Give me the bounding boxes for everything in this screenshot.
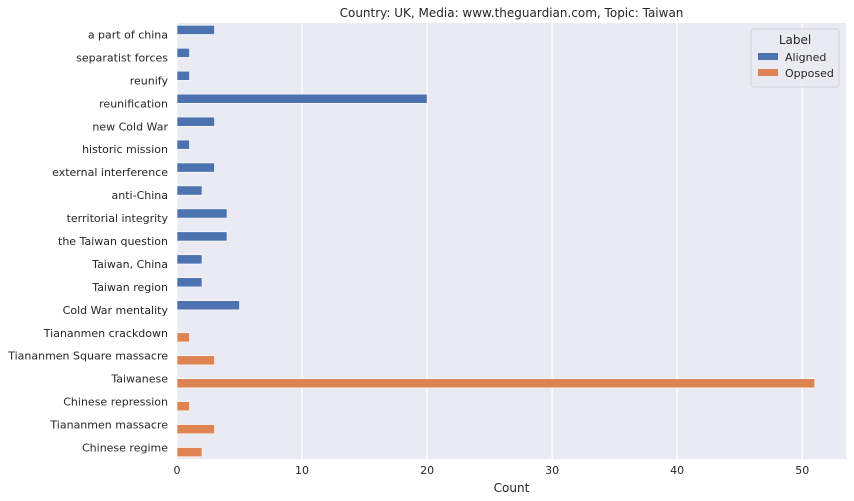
y-tick-label: reunification (99, 97, 168, 110)
x-tick-label: 10 (295, 464, 309, 477)
bar-aligned (176, 24, 215, 35)
plot-background (177, 23, 846, 459)
bar-opposed (176, 332, 190, 343)
y-tick-label: Chinese repression (63, 396, 168, 409)
legend-label-aligned: Aligned (785, 51, 826, 64)
x-tick-labels: 0 10 20 30 40 50 (174, 464, 810, 477)
y-tick-label: historic mission (82, 143, 168, 156)
x-tick-label: 40 (670, 464, 684, 477)
legend-swatch-opposed (758, 69, 778, 76)
bar-aligned (176, 231, 228, 242)
y-tick-label: anti-China (112, 189, 168, 202)
bar-aligned (176, 185, 203, 196)
legend-swatch-aligned (758, 53, 778, 60)
y-tick-label: reunify (130, 74, 169, 87)
y-tick-label: new Cold War (92, 120, 168, 133)
bar-aligned (176, 93, 428, 104)
bar-aligned (176, 70, 190, 81)
y-tick-label: Taiwan region (91, 281, 168, 294)
y-tick-label: separatist forces (76, 51, 168, 64)
bar-opposed (176, 424, 215, 435)
y-tick-label: territorial integrity (67, 212, 169, 225)
bar-aligned (176, 300, 240, 311)
x-axis-label: Count (494, 481, 530, 495)
chart-title: Country: UK, Media: www.theguardian.com,… (340, 6, 684, 20)
x-tick-label: 30 (545, 464, 559, 477)
bars (176, 24, 816, 458)
y-tick-label: the Taiwan question (58, 235, 168, 248)
legend: Label Aligned Opposed (750, 28, 840, 88)
bar-aligned (176, 208, 228, 219)
y-tick-label: Tiananmen Square massacre (7, 350, 168, 363)
bar-opposed (176, 378, 816, 389)
bar-aligned (176, 162, 215, 173)
y-tick-labels: a part of china separatist forces reunify r… (7, 28, 168, 454)
legend-items: Aligned Opposed (758, 51, 834, 80)
x-tick-label: 50 (795, 464, 809, 477)
bar-aligned (176, 116, 215, 127)
x-tick-label: 20 (420, 464, 434, 477)
bar-opposed (176, 401, 190, 412)
legend-title: Label (779, 33, 811, 47)
y-tick-label: Cold War mentality (63, 304, 169, 317)
bar-aligned (176, 254, 203, 265)
y-tick-label: Tiananmen massacre (49, 419, 168, 432)
bar-aligned (176, 277, 203, 288)
bar-aligned (176, 139, 190, 150)
y-tick-label: a part of china (88, 28, 168, 41)
bar-aligned (176, 47, 190, 58)
y-tick-label: Taiwanese (110, 373, 168, 386)
bar-opposed (176, 355, 215, 366)
y-tick-label: external interference (52, 166, 168, 179)
legend-label-opposed: Opposed (785, 67, 834, 80)
y-tick-label: Taiwan, China (91, 258, 168, 271)
x-tick-label: 0 (174, 464, 181, 477)
bar-opposed (176, 447, 203, 458)
y-tick-label: Chinese regime (82, 442, 168, 455)
y-tick-label: Tiananmen crackdown (43, 327, 168, 340)
